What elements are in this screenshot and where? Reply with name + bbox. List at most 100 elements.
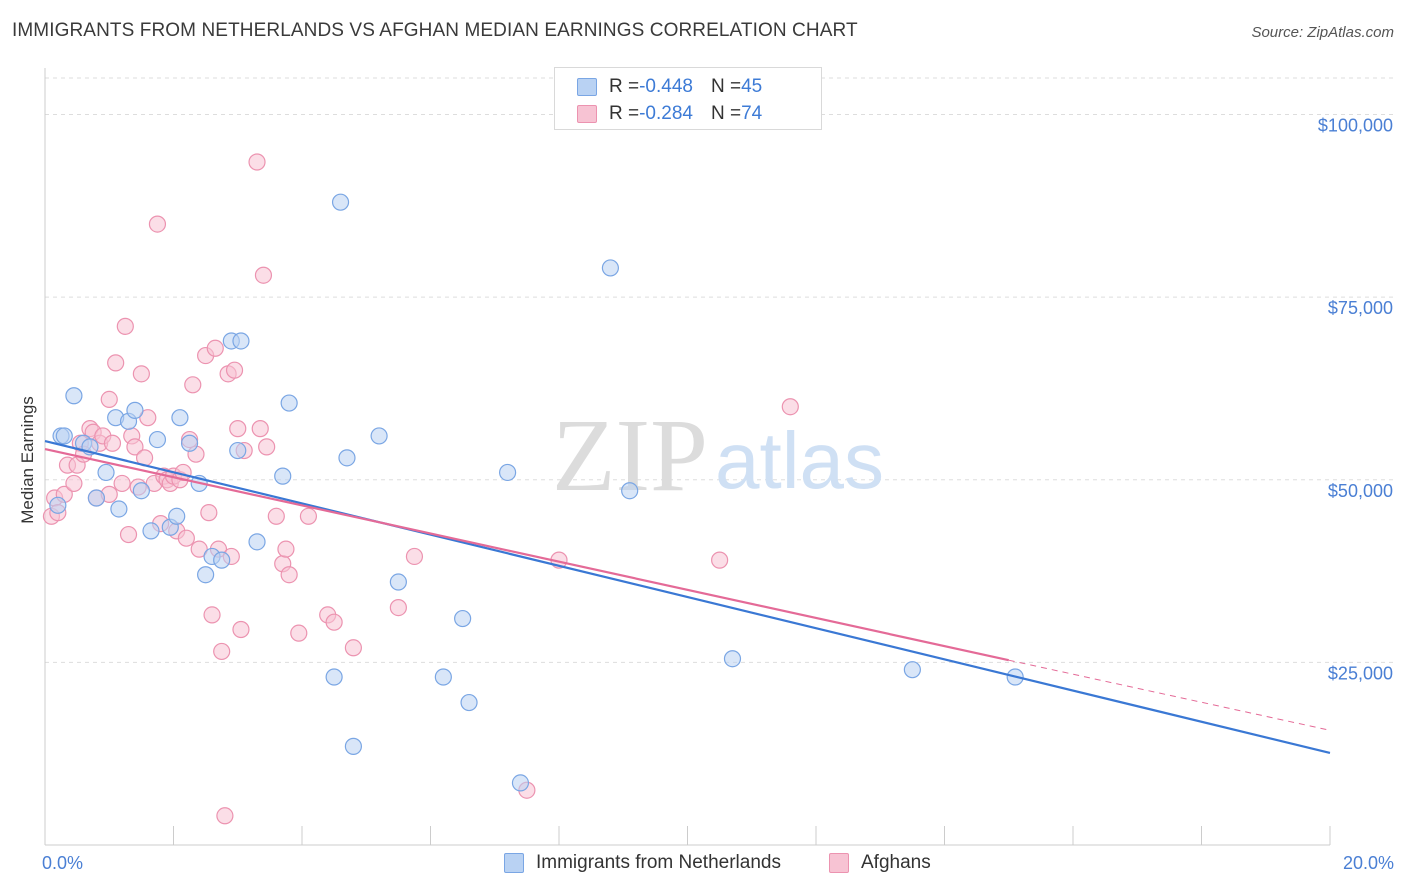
netherlands-point [370,427,388,445]
afghans-point [216,807,234,825]
netherlands-point [499,463,517,482]
netherlands-point [434,668,452,686]
netherlands-point [142,522,160,540]
legend-n-label: N = [710,103,742,124]
afghans-trend-line [44,448,1009,662]
netherlands-point [180,434,199,452]
afghans-point [100,390,118,409]
x-tick-label: 0.0% [42,853,83,873]
x-tick-label: 20.0% [1343,853,1394,873]
trend-lines [44,439,1331,755]
legend-r-label: R = [609,103,640,124]
legend-r-value: -0.448 [639,76,693,97]
afghans-point [267,507,285,525]
afghans-trend-extension [1008,659,1331,731]
afghans-point [119,525,138,544]
afghans-point [107,354,125,372]
afghans-point [258,438,276,456]
netherlands-trend-line [44,439,1331,755]
afghans-point [177,529,195,547]
y-tick-label: $50,000 [1328,481,1393,501]
afghans-point [389,598,407,617]
afghans-point [280,566,298,584]
netherlands-point [168,507,186,525]
legend-n-label: N = [710,76,742,97]
legend-swatch-pink [577,105,597,123]
netherlands-point [148,430,167,449]
legend-n-value: 74 [741,103,763,124]
afghans-point [116,317,134,335]
afghans-point [277,540,295,558]
netherlands-point [65,387,83,405]
afghans-point [190,540,208,558]
netherlands-point [389,573,407,591]
legend-swatch-blue [577,78,597,96]
afghans-point [139,409,157,427]
tick-labels: $25,000 $50,000 $75,000 $100,000 0.0% 20.0% [42,116,1394,873]
netherlands-point [723,650,742,668]
netherlands-point [331,193,350,211]
series-legend: Immigrants from Netherlands Afghans [0,852,1406,878]
legend-row-afghans: R = -0.284 N = 74 [577,101,762,127]
netherlands-point [454,609,472,628]
legend-item-afghans: Afghans [829,852,931,874]
afghans-point [290,624,308,642]
netherlands-point [325,668,343,686]
afghans-point [213,642,231,661]
chart-source: Source: ZipAtlas.com [1251,24,1394,41]
netherlands-point [110,500,128,518]
netherlands-point [97,463,115,482]
netherlands-point [49,496,67,514]
afghans-point [232,620,250,639]
netherlands-point [126,401,144,419]
netherlands-point [601,259,620,277]
afghans-point [126,438,144,456]
netherlands-point [280,394,298,412]
netherlands-point [171,409,189,427]
afghans-point [206,339,224,357]
watermark: ZIP atlas [552,398,884,513]
legend-r-label: R = [609,76,640,97]
legend-label-afghans: Afghans [861,852,931,873]
afghans-point [299,507,318,525]
legend-swatch-blue [504,853,524,873]
netherlands-point [903,661,921,679]
y-axis-title: Median Earnings [18,396,37,524]
netherlands-point [55,427,73,445]
netherlands-point [197,566,215,584]
afghans-point [148,215,167,233]
netherlands-point [621,482,639,500]
y-tick-label: $100,000 [1318,116,1393,136]
afghans-point [229,420,247,438]
afghans-point [254,266,273,284]
legend-swatch-pink [829,853,849,873]
netherlands-point [248,533,266,551]
legend-label-netherlands: Immigrants from Netherlands [536,852,781,873]
afghans-point [248,153,266,171]
netherlands-point [511,774,530,792]
afghans-point [65,474,83,493]
afghans-point [132,365,150,383]
netherlands-points [49,193,1024,792]
netherlands-point [232,332,250,350]
correlation-legend: R = -0.448 N = 45 R = -0.284 N = 74 [554,67,822,130]
afghans-point [103,434,122,452]
netherlands-point [460,693,478,712]
afghans-point [325,613,343,631]
watermark-atlas: atlas [715,416,884,505]
netherlands-point [274,467,292,485]
afghans-point [203,606,221,624]
legend-row-netherlands: R = -0.448 N = 45 [577,74,762,100]
afghans-point [781,398,799,416]
netherlands-point [229,441,247,460]
axes [44,68,1331,846]
netherlands-point [338,449,356,467]
y-tick-label: $75,000 [1328,298,1393,318]
legend-r-value: -0.284 [639,103,693,124]
afghans-point [225,361,244,379]
netherlands-point [132,482,150,500]
netherlands-point [87,489,106,507]
afghans-point [113,474,131,493]
chart-title: IMMIGRANTS FROM NETHERLANDS VS AFGHAN ME… [12,20,858,41]
